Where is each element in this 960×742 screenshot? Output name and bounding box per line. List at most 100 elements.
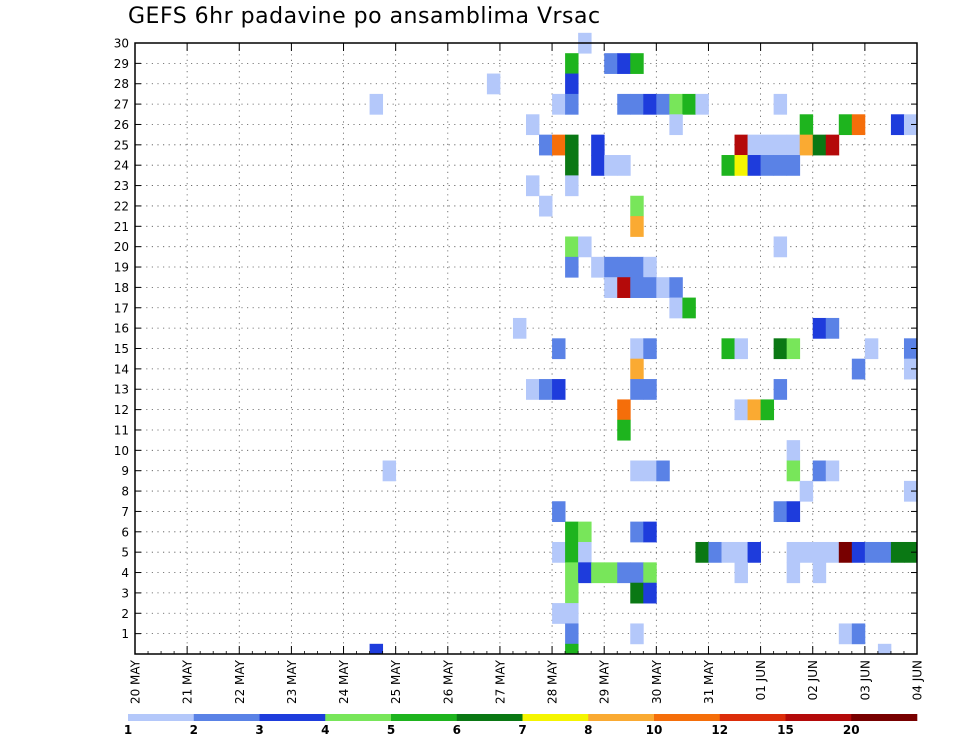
heatmap-cell [734,134,748,156]
heatmap-cell [630,256,644,278]
heatmap-cell [512,317,527,339]
y-tick-label: 26 [114,118,129,132]
heatmap-cell [760,155,775,176]
heatmap-cell [565,623,579,645]
heatmap-cell [812,317,827,339]
heatmap-cell [838,541,853,563]
heatmap-cell [630,562,644,584]
colorbar-label: 20 [843,723,860,737]
heatmap-cell [617,53,631,74]
heatmap-cell [565,256,579,278]
heatmap-cell [643,582,657,604]
heatmap-cell [591,155,605,176]
heatmap-cell [825,541,840,563]
heatmap-cell [721,541,735,563]
colorbar-swatch [391,714,458,721]
colorbar-label: 4 [321,723,329,737]
colorbar-swatch [456,714,523,721]
heatmap-cell [617,562,631,584]
colorbar-label: 3 [255,723,263,737]
heatmap-cell [773,501,788,523]
y-tick-label: 4 [121,566,129,580]
y-tick-label: 23 [114,179,129,193]
heatmap-cell [565,562,579,584]
heatmap-cell [565,134,579,156]
x-tick-label: 20 MAY [129,659,143,704]
heatmap-cell [786,338,801,360]
y-tick-label: 3 [121,586,129,600]
heatmap-cell [695,541,709,563]
colorbar-swatch [259,714,326,721]
y-tick-label: 9 [121,464,129,478]
y-tick-label: 12 [114,403,129,417]
heatmap-cell [578,521,592,543]
heatmap-cell [617,93,631,115]
heatmap-cell [552,93,566,115]
heatmap-cell [656,460,670,482]
y-tick-label: 28 [114,77,129,91]
heatmap-cell [382,460,397,482]
heatmap-cell [669,93,683,115]
heatmap-cell [656,93,670,115]
heatmap-cell [721,338,735,360]
heatmap-cell [604,562,618,584]
heatmap-cell [669,277,683,298]
colorbar-label: 8 [584,723,592,737]
y-tick-label: 1 [121,627,129,641]
heatmap-cell [669,297,683,319]
heatmap-cell [786,541,801,563]
heatmap-cell [656,277,670,298]
heatmap-cell [786,501,801,523]
heatmap-cell [604,256,618,278]
heatmap-cell [604,155,618,176]
x-tick-label: 03 JUN [858,660,872,700]
x-tick-label: 26 MAY [441,659,455,704]
heatmap-cell [682,93,696,115]
heatmap-cell [799,480,814,502]
heatmap-cell [903,541,918,563]
heatmap-cell [617,277,631,298]
heatmap-cell [799,541,814,563]
heatmap-cell [682,297,696,319]
heatmap-cell [591,256,605,278]
heatmap-cell [617,419,631,441]
heatmap-cell [643,93,657,115]
heatmap-cell [643,256,657,278]
heatmap-cell [539,195,553,217]
heatmap-cell [552,541,566,563]
heatmap-cell [617,399,631,421]
heatmap-cell [604,53,618,74]
colorbar: 1 2 3 4 5 6 7 8 10 12 15 20 [124,714,918,737]
heatmap-cell [565,521,579,543]
heatmap-cell [773,155,788,176]
heatmap-cell [812,460,827,482]
heatmap-cell [851,541,866,563]
y-tick-label: 18 [114,281,129,295]
heatmap-cell [786,440,801,461]
colorbar-label: 12 [711,723,728,737]
y-tick-label: 17 [114,301,129,315]
colorbar-label: 15 [777,723,794,737]
colorbar-swatch [588,714,655,721]
x-tick-label: 22 MAY [233,659,247,704]
colorbar-label: 2 [190,723,198,737]
colorbar-swatch [522,714,589,721]
y-tick-label: 7 [121,505,129,519]
y-axis: 1234567891011121314151617181920212223242… [114,37,917,641]
heatmap-cell [890,114,905,136]
heatmap-cell [747,541,761,563]
heatmap-cell [708,541,722,563]
x-tick-label: 23 MAY [285,659,299,704]
heatmap-cell [539,134,553,156]
colorbar-swatch [128,714,195,721]
heatmap-cell [903,480,918,502]
heatmap-cell [903,114,918,136]
heatmap-cell [812,134,827,156]
heatmap-cell [630,460,644,482]
heatmap-cell [838,623,853,645]
heatmap-cell [565,603,579,624]
heatmap-cell [552,134,566,156]
colorbar-label: 1 [124,723,132,737]
heatmap-cell [643,277,657,298]
heatmap-cell [786,460,801,482]
